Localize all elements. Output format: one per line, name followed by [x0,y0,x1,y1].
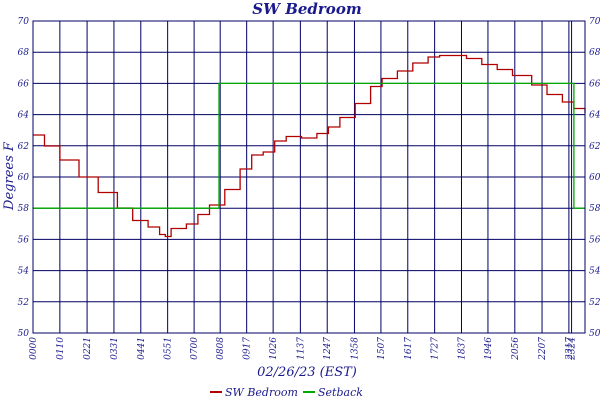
x-tick-label: 1727 [431,337,441,360]
x-tick-label: 1358 [350,337,360,360]
y-tick-label: 54 [18,267,30,277]
x-tick-label: 1837 [457,337,467,360]
x-tick-label: 0331 [110,337,120,360]
x-tick-label: 1247 [323,337,333,360]
x-tick-label: 0808 [216,337,226,360]
legend-label-sw-bedroom: SW Bedroom [225,386,298,399]
plot-border [32,20,586,334]
legend: SW Bedroom Setback [210,386,363,399]
x-tick-label: 1137 [296,337,306,360]
x-tick-label: 0917 [243,337,253,360]
y-tick-label: 66 [18,79,30,89]
y-tick-label-right: 62 [589,142,600,152]
y-tick-label-right: 52 [589,298,600,308]
x-tick-label: 0221 [83,337,93,360]
x-tick-label: 0700 [190,337,200,360]
y-tick-label: 60 [18,173,30,183]
x-tick-label: 0000 [29,337,39,360]
y-tick-label-right: 70 [589,17,600,27]
x-tick-labels: 0000 0110 0221 0331 0441 0551 0700 0808 0917 1026… [29,337,578,361]
y-tick-label-right: 58 [589,204,600,214]
x-tick-label: 0110 [56,337,66,360]
x-tick-label: 1617 [404,337,414,360]
y-tick-label-right: 66 [589,79,600,89]
x-tick-label: 2317 [565,337,575,361]
chart-title: SW Bedroom [252,0,361,18]
y-tick-label: 56 [18,235,30,245]
y-tick-label-right: 64 [589,111,600,121]
y-tick-label: 64 [18,111,30,121]
y-tick-label-right: 54 [589,267,600,277]
y-tick-label: 50 [18,329,30,339]
x-axis-title: 02/26/23 (EST) [257,365,357,380]
x-tick-label: 0551 [164,337,174,360]
x-tick-label: 1946 [484,337,494,360]
y-tick-label-right: 50 [589,329,600,339]
legend-label-setback: Setback [318,386,363,399]
x-tick-label: 2056 [511,337,521,361]
grid-lines [32,20,585,334]
series-line-setback [33,82,585,209]
y-tick-labels-right: 50 52 54 56 58 60 62 64 66 68 70 [589,17,600,339]
series-line-sw-bedroom [33,54,586,238]
y-tick-label: 58 [18,204,30,214]
y-tick-label: 68 [18,48,30,58]
y-tick-label: 62 [18,142,30,152]
x-tick-label: 2207 [538,337,548,361]
y-tick-label-right: 68 [589,48,600,58]
series-lines [33,54,586,238]
x-tick-label: 2324 [568,337,578,361]
x-tick-label: 1026 [269,337,279,360]
y-tick-labels-left: 50 52 54 56 58 60 62 64 66 68 70 [18,17,30,339]
y-tick-label-right: 56 [589,235,600,245]
y-tick-label: 70 [18,17,30,27]
y-tick-label: 52 [18,298,30,308]
y-tick-label-right: 60 [589,173,600,183]
x-tick-label: 0441 [137,337,147,360]
y-axis-title: Degrees F [2,141,17,211]
x-tick-label: 1507 [377,337,387,360]
